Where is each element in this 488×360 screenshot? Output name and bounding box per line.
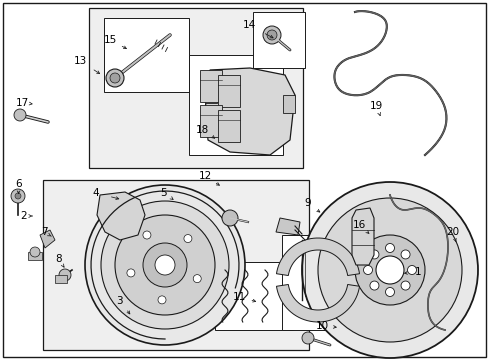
Circle shape [218, 78, 262, 122]
Text: 6: 6 [15, 179, 22, 189]
Polygon shape [276, 238, 359, 275]
Circle shape [266, 30, 276, 40]
Text: 18: 18 [196, 125, 209, 135]
Bar [104, 18, 189, 92]
Circle shape [354, 235, 424, 305]
Circle shape [115, 215, 215, 315]
Circle shape [225, 86, 253, 114]
Circle shape [30, 247, 40, 257]
Bar [55, 275, 67, 283]
Circle shape [108, 203, 122, 217]
Circle shape [103, 198, 127, 222]
Text: 7: 7 [41, 227, 47, 237]
Circle shape [222, 210, 238, 226]
Bar [43, 180, 308, 350]
Circle shape [407, 266, 416, 274]
Circle shape [375, 256, 403, 284]
Circle shape [237, 112, 272, 148]
Circle shape [59, 269, 71, 281]
Text: 15: 15 [103, 35, 117, 45]
Circle shape [110, 73, 120, 83]
Circle shape [14, 109, 26, 121]
Bar [252, 12, 305, 68]
Circle shape [158, 296, 165, 304]
Circle shape [302, 332, 313, 344]
Text: 12: 12 [198, 171, 212, 181]
Circle shape [142, 231, 151, 239]
Circle shape [232, 93, 246, 107]
Circle shape [183, 235, 191, 243]
Circle shape [155, 255, 175, 275]
Text: 1: 1 [414, 267, 421, 277]
Circle shape [385, 243, 394, 252]
Circle shape [369, 250, 378, 259]
Bar [215, 262, 292, 330]
Text: 3: 3 [116, 296, 123, 306]
Polygon shape [204, 68, 294, 155]
Circle shape [124, 216, 136, 228]
Bar [218, 110, 240, 142]
Bar [28, 252, 42, 260]
Circle shape [263, 26, 281, 44]
Polygon shape [40, 230, 55, 248]
Circle shape [302, 182, 477, 358]
Text: 17: 17 [15, 98, 29, 108]
Circle shape [85, 185, 244, 345]
Bar [218, 75, 240, 107]
Bar [89, 8, 303, 168]
Bar [283, 95, 294, 113]
Bar [189, 55, 283, 155]
Text: 2: 2 [20, 211, 27, 221]
Text: 16: 16 [352, 220, 366, 230]
Text: 19: 19 [369, 101, 383, 111]
Text: 5: 5 [160, 188, 167, 198]
Text: 8: 8 [55, 254, 62, 264]
Circle shape [15, 193, 21, 199]
Circle shape [244, 119, 265, 141]
Circle shape [101, 201, 228, 329]
Text: 13: 13 [74, 56, 87, 66]
Text: 4: 4 [92, 188, 99, 198]
Circle shape [142, 243, 186, 287]
Text: 11: 11 [232, 292, 246, 302]
Text: 9: 9 [304, 198, 311, 208]
Circle shape [11, 189, 25, 203]
Circle shape [120, 212, 140, 232]
Bar [282, 235, 354, 330]
Circle shape [249, 125, 260, 135]
Circle shape [369, 281, 378, 290]
Text: 10: 10 [316, 321, 328, 331]
Text: 20: 20 [445, 227, 458, 237]
Polygon shape [276, 284, 359, 322]
Circle shape [400, 281, 409, 290]
Bar [200, 105, 222, 137]
Bar [200, 70, 222, 102]
Circle shape [317, 198, 461, 342]
Bar [204, 85, 217, 103]
Text: 14: 14 [242, 20, 256, 30]
Circle shape [193, 275, 201, 283]
Circle shape [400, 250, 409, 259]
Circle shape [385, 288, 394, 297]
Circle shape [127, 269, 135, 277]
Polygon shape [351, 208, 373, 265]
Polygon shape [97, 192, 145, 240]
Circle shape [363, 266, 372, 274]
Circle shape [106, 69, 124, 87]
Polygon shape [275, 218, 299, 235]
